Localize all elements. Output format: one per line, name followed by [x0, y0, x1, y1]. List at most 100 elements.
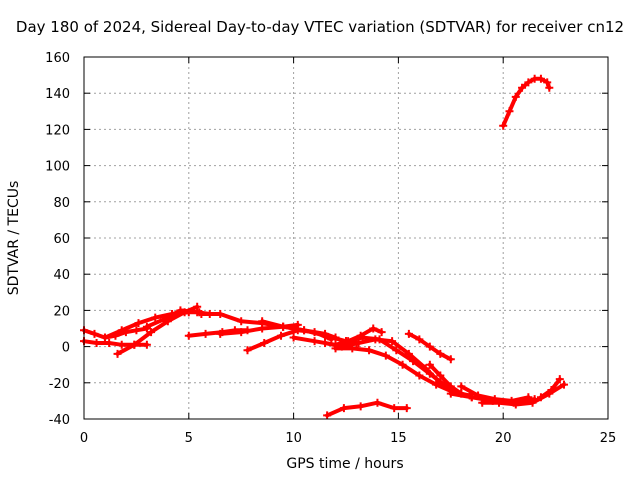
point-track-2-2 [105, 338, 114, 347]
series-track-22 [501, 76, 552, 128]
point-track-22-1 [505, 107, 514, 116]
point-track-7-1 [216, 310, 225, 319]
point-track-15-0 [404, 329, 413, 338]
point-track-9-2 [277, 331, 286, 340]
series-group [80, 74, 568, 420]
point-track-22-6 [536, 74, 545, 83]
point-track-22-7 [543, 78, 552, 87]
point-track-13-2 [375, 335, 384, 344]
point-track-14-3 [381, 351, 390, 360]
y-tick-label--20: -20 [49, 377, 70, 392]
y-tick-label-160: 160 [45, 51, 70, 66]
point-track-8-0 [216, 329, 225, 338]
point-track-10-0 [258, 317, 267, 326]
point-track-3-2 [134, 319, 143, 328]
point-track-20-1 [547, 386, 556, 395]
x-tick-label-0: 0 [80, 431, 88, 446]
x-tick-label-25: 25 [600, 431, 617, 446]
point-track-4-2 [147, 328, 156, 337]
point-track-4-0 [113, 349, 122, 358]
y-tick-label-100: 100 [45, 160, 70, 175]
point-track-9-0 [243, 346, 252, 355]
point-track-13-0 [342, 337, 350, 346]
y-tick-label-80: 80 [53, 196, 70, 211]
point-track-22-3 [518, 83, 527, 92]
point-track-10-1 [279, 322, 288, 331]
point-track-19-5 [559, 380, 568, 389]
point-track-2-5 [142, 340, 151, 349]
point-track-19-1 [495, 398, 504, 407]
point-track-21-0 [323, 411, 332, 420]
point-track-7-2 [237, 317, 246, 326]
point-track-11-1 [310, 337, 319, 346]
point-track-9-1 [260, 338, 269, 347]
point-track-2-3 [117, 340, 126, 349]
x-tick-label-10: 10 [285, 431, 302, 446]
point-track-18-4 [524, 393, 533, 402]
point-track-18-0 [457, 382, 466, 391]
point-track-22-0 [499, 121, 508, 130]
point-track-19-3 [528, 398, 537, 407]
y-tick-label-0: 0 [62, 341, 70, 356]
point-track-8-2 [258, 324, 267, 333]
point-track-14-2 [365, 346, 374, 355]
y-tick-label-60: 60 [53, 232, 70, 247]
point-track-16-2 [446, 382, 455, 391]
point-track-18-1 [474, 391, 483, 400]
point-track-22-2 [511, 92, 520, 101]
point-track-11-6 [377, 328, 386, 337]
point-track-14-5 [415, 371, 424, 380]
axis-ticks: 0 5 10 15 20 25 -40 -20 0 20 40 60 80 100 120 140 160 [45, 51, 616, 446]
point-track-15-1 [415, 335, 424, 344]
point-track-21-5 [402, 404, 411, 413]
chart-title: Day 180 of 2024, Sidereal Day-to-day VTE… [15, 18, 625, 36]
point-track-17-0 [446, 389, 455, 398]
point-track-15-2 [425, 342, 434, 351]
point-track-22-4 [524, 78, 533, 87]
x-axis-label: GPS time / hours [286, 456, 404, 472]
point-track-21-2 [356, 402, 365, 411]
point-track-6-1 [201, 329, 210, 338]
point-track-17-1 [467, 393, 476, 402]
point-track-14-6 [432, 380, 441, 389]
point-track-2-1 [92, 338, 101, 347]
point-track-10-3 [321, 331, 330, 340]
point-track-8-1 [237, 328, 246, 337]
point-track-13-4 [409, 357, 418, 366]
point-track-20-0 [536, 393, 545, 402]
point-track-3-1 [117, 326, 126, 335]
point-track-6-0 [184, 331, 193, 340]
grid-lines [84, 57, 608, 419]
point-track-13-3 [392, 346, 401, 355]
point-track-21-1 [339, 404, 348, 413]
point-track-12-0 [321, 338, 330, 347]
point-track-1-5 [132, 326, 141, 335]
y-tick-label-140: 140 [45, 87, 70, 102]
point-track-3-3 [151, 313, 160, 322]
point-track-5-0 [142, 322, 151, 331]
point-track-3-0 [100, 333, 109, 342]
point-track-11-0 [289, 333, 298, 342]
point-track-16-0 [425, 360, 434, 369]
point-track-19-2 [511, 400, 520, 409]
point-track-15-3 [436, 349, 445, 358]
point-track-15-4 [446, 355, 455, 364]
point-track-16-1 [436, 371, 445, 380]
point-track-12-4 [388, 337, 397, 346]
point-track-5-2 [176, 306, 185, 315]
point-track-21-4 [390, 404, 399, 413]
point-track-14-4 [398, 360, 407, 369]
point-track-10-2 [300, 326, 309, 335]
point-track-5-3 [193, 308, 202, 317]
x-tick-label-15: 15 [390, 431, 407, 446]
point-track-20-2 [555, 375, 564, 384]
y-tick-label--40: -40 [49, 413, 70, 428]
point-track-22-8 [545, 83, 554, 92]
point-track-4-1 [130, 340, 139, 349]
x-tick-label-5: 5 [185, 431, 193, 446]
point-track-13-1 [358, 333, 367, 342]
point-track-14-1 [348, 344, 357, 353]
point-track-14-0 [331, 344, 340, 353]
point-track-1-1 [90, 329, 99, 338]
point-track-19-0 [478, 398, 487, 407]
